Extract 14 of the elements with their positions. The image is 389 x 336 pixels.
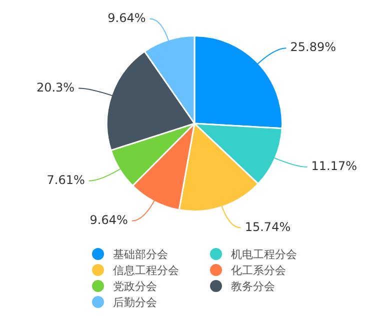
legend-label: 化工系分会 xyxy=(231,262,286,278)
legend-label: 基础部分会 xyxy=(113,246,168,262)
legend-label: 信息工程分会 xyxy=(113,262,179,278)
data-label: 15.74% xyxy=(244,220,291,234)
data-label: 25.89% xyxy=(290,40,336,54)
legend-label: 党政分会 xyxy=(113,278,157,294)
legend-label: 教务分会 xyxy=(231,278,275,294)
data-label: 9.64% xyxy=(108,10,146,25)
legend-label: 机电工程分会 xyxy=(231,246,297,262)
data-label: 20.3% xyxy=(36,80,75,94)
legend-label: 后勤分会 xyxy=(113,294,157,310)
data-label: 11.17% xyxy=(311,159,358,174)
data-label: 7.61% xyxy=(46,172,85,187)
data-label: 9.64% xyxy=(90,213,128,228)
